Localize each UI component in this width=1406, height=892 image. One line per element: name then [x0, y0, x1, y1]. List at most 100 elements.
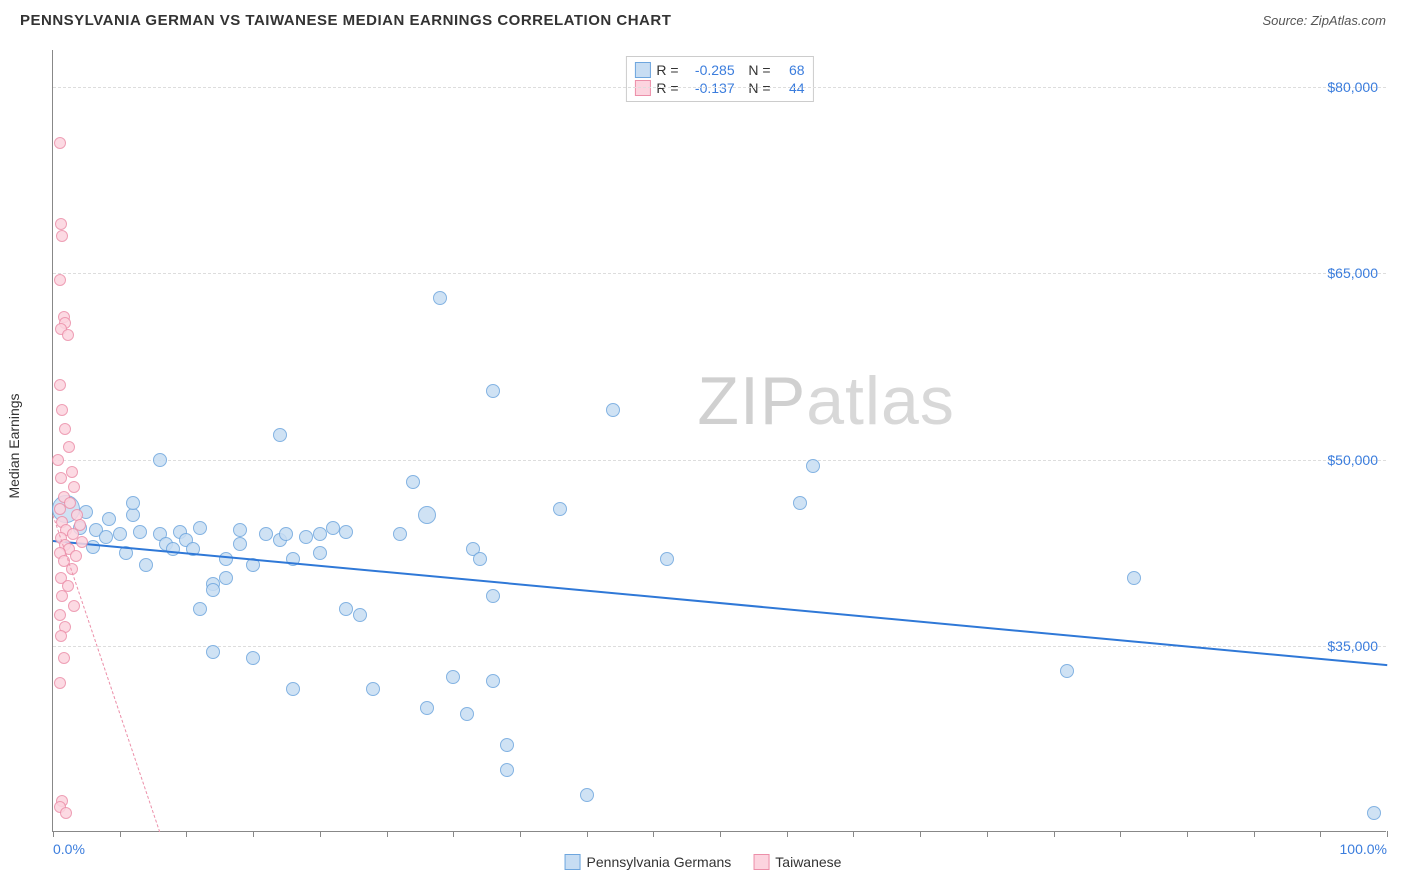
chart-header: PENNSYLVANIA GERMAN VS TAIWANESE MEDIAN …: [0, 0, 1406, 37]
data-point-pg: [446, 670, 460, 684]
data-point-tw: [68, 481, 80, 493]
data-point-pg: [793, 496, 807, 510]
data-point-pg: [500, 763, 514, 777]
data-point-pg: [473, 552, 487, 566]
data-point-pg: [326, 521, 340, 535]
x-tick: [120, 831, 121, 837]
data-point-pg: [313, 546, 327, 560]
y-tick-label: $50,000: [1327, 452, 1378, 468]
gridline-h: [53, 460, 1386, 461]
data-point-pg: [206, 583, 220, 597]
x-tick: [520, 831, 521, 837]
data-point-pg: [273, 428, 287, 442]
source-name: ZipAtlas.com: [1311, 13, 1386, 28]
data-point-pg: [606, 403, 620, 417]
x-tick: [920, 831, 921, 837]
x-tick: [720, 831, 721, 837]
legend-swatch: [565, 854, 581, 870]
x-tick: [186, 831, 187, 837]
x-tick-label: 0.0%: [53, 841, 85, 857]
data-point-tw: [54, 137, 66, 149]
data-point-pg: [486, 384, 500, 398]
data-point-pg: [806, 459, 820, 473]
data-point-pg: [219, 552, 233, 566]
x-tick: [587, 831, 588, 837]
source-prefix: Source:: [1262, 13, 1310, 28]
data-point-tw: [55, 218, 67, 230]
trend-line-pg: [53, 540, 1387, 666]
data-point-pg: [420, 701, 434, 715]
data-point-tw: [70, 550, 82, 562]
data-point-pg: [126, 508, 140, 522]
data-point-tw: [59, 423, 71, 435]
data-point-pg: [1127, 571, 1141, 585]
stat-n-value: 68: [777, 62, 805, 78]
x-tick: [1320, 831, 1321, 837]
data-point-pg: [339, 525, 353, 539]
scatter-chart: ZIPatlas R = -0.285 N = 68R = -0.137 N =…: [52, 50, 1386, 832]
x-tick: [253, 831, 254, 837]
gridline-h: [53, 87, 1386, 88]
legend-swatch: [634, 62, 650, 78]
data-point-pg: [460, 707, 474, 721]
data-point-pg: [418, 506, 436, 524]
stats-legend-box: R = -0.285 N = 68R = -0.137 N = 44: [625, 56, 813, 102]
data-point-pg: [286, 682, 300, 696]
x-tick: [453, 831, 454, 837]
data-point-tw: [63, 441, 75, 453]
data-point-tw: [62, 329, 74, 341]
x-tick: [653, 831, 654, 837]
data-point-pg: [139, 558, 153, 572]
x-tick: [1387, 831, 1388, 837]
series-legend: Pennsylvania GermansTaiwanese: [565, 854, 842, 870]
data-point-pg: [206, 645, 220, 659]
stat-n-label: N =: [741, 62, 771, 78]
x-tick: [853, 831, 854, 837]
data-point-pg: [433, 291, 447, 305]
data-point-tw: [56, 590, 68, 602]
stat-r-value: -0.285: [685, 62, 735, 78]
data-point-tw: [54, 503, 66, 515]
data-point-tw: [55, 472, 67, 484]
data-point-pg: [393, 527, 407, 541]
data-point-pg: [486, 589, 500, 603]
data-point-tw: [58, 652, 70, 664]
data-point-pg: [193, 602, 207, 616]
data-point-tw: [60, 807, 72, 819]
chart-title: PENNSYLVANIA GERMAN VS TAIWANESE MEDIAN …: [20, 12, 671, 29]
y-tick-label: $35,000: [1327, 638, 1378, 654]
stat-r-label: R =: [656, 62, 678, 78]
legend-item: Taiwanese: [753, 854, 841, 870]
data-point-pg: [313, 527, 327, 541]
data-point-pg: [233, 537, 247, 551]
data-point-pg: [259, 527, 273, 541]
data-point-tw: [52, 454, 64, 466]
data-point-pg: [580, 788, 594, 802]
data-point-pg: [133, 525, 147, 539]
data-point-pg: [366, 682, 380, 696]
x-tick: [1187, 831, 1188, 837]
legend-swatch: [753, 854, 769, 870]
data-point-pg: [166, 542, 180, 556]
source-attribution: Source: ZipAtlas.com: [1262, 13, 1386, 28]
data-point-tw: [54, 379, 66, 391]
data-point-pg: [353, 608, 367, 622]
data-point-pg: [279, 527, 293, 541]
x-tick: [987, 831, 988, 837]
data-point-pg: [99, 530, 113, 544]
data-point-pg: [1060, 664, 1074, 678]
data-point-tw: [56, 404, 68, 416]
data-point-pg: [339, 602, 353, 616]
x-tick: [1254, 831, 1255, 837]
data-point-pg: [102, 512, 116, 526]
data-point-tw: [64, 497, 76, 509]
data-point-pg: [406, 475, 420, 489]
data-point-tw: [55, 630, 67, 642]
data-point-tw: [76, 536, 88, 548]
data-point-pg: [486, 674, 500, 688]
y-tick-label: $80,000: [1327, 79, 1378, 95]
x-tick: [1120, 831, 1121, 837]
data-point-pg: [233, 523, 247, 537]
data-point-tw: [66, 466, 78, 478]
data-point-tw: [54, 609, 66, 621]
